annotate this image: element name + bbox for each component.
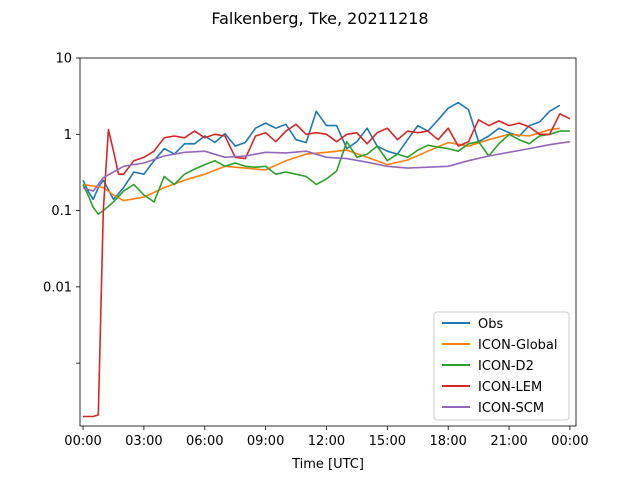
series-line-2 [82,130,570,215]
y-tick-label: 10 [55,52,72,67]
x-tick-label: 15:00 [369,434,406,449]
legend-box [433,311,570,421]
series-line-4 [82,140,571,192]
series-line-0 [82,101,561,201]
legend-label: ICON-LEM [478,380,542,395]
x-tick-label: 09:00 [247,434,284,449]
x-tick-label: 21:00 [490,434,527,449]
x-tick-label: 06:00 [186,434,223,449]
y-tick-label: 0.01 [43,280,72,295]
legend: Obs ICON-Global ICON-D2 ICON-LEM ICON-SCM [433,311,570,421]
x-axis: 00:00 03:00 06:00 09:00 12:00 15:00 18:00 21:00… [64,426,589,449]
legend-label: ICON-Global [478,338,558,353]
y-tick-label: 0.1 [51,204,72,219]
x-tick-label: 18:00 [429,434,466,449]
series-layer [82,101,571,418]
legend-label: Obs [478,317,503,332]
x-tick-label: 00:00 [551,434,588,449]
y-tick-label: 1 [64,128,72,143]
legend-label: ICON-D2 [478,359,534,374]
y-axis: 0.01 0.1 1 10 [43,52,80,364]
chart-title: Falkenberg, Tke, 20211218 [211,9,428,28]
x-axis-label: Time [UTC] [291,457,364,472]
legend-label: ICON-SCM [478,401,544,416]
plot-area [79,57,577,427]
plot-frame [79,57,577,427]
x-tick-label: 00:00 [64,434,101,449]
series-line-1 [82,127,560,202]
series-line-3 [83,113,571,418]
x-tick-label: 12:00 [308,434,345,449]
x-tick-label: 03:00 [125,434,162,449]
